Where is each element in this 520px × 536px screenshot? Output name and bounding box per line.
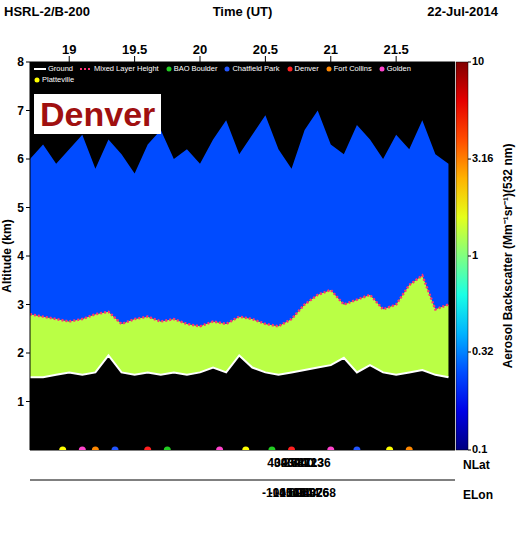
html-text:Platteville: Platteville <box>42 75 75 84</box>
html-text:22-Jul-2014: 22-Jul-2014 <box>427 4 498 19</box>
svg-text:5: 5 <box>17 201 24 215</box>
svg-text:7: 7 <box>17 104 24 118</box>
svg-text:ELon: ELon <box>463 488 493 502</box>
svg-text:21.5: 21.5 <box>383 42 408 57</box>
html-text:Denver: Denver <box>40 95 156 133</box>
svg-text:NLat: NLat <box>463 458 490 472</box>
html-text:Chatfield Park: Chatfield Park <box>232 64 280 73</box>
svg-text:6: 6 <box>17 152 24 166</box>
svg-text:0.32: 0.32 <box>472 345 493 357</box>
svg-text:Aerosol Backscatter (Mm⁻¹sr⁻¹): Aerosol Backscatter (Mm⁻¹sr⁻¹)(532 nm) <box>501 144 515 369</box>
svg-text:0.1: 0.1 <box>472 443 487 455</box>
svg-text:Altitude (km): Altitude (km) <box>0 219 14 292</box>
html-text:BAO Boulder: BAO Boulder <box>173 64 218 73</box>
html-text:Mixed Layer Height: Mixed Layer Height <box>94 64 159 73</box>
svg-text:1: 1 <box>472 249 478 261</box>
svg-text:3.16: 3.16 <box>472 152 493 164</box>
html-text:Golden: Golden <box>386 64 411 73</box>
html-text:Denver: Denver <box>294 64 319 73</box>
svg-text:3: 3 <box>17 298 24 312</box>
svg-text:1: 1 <box>17 395 24 409</box>
html-text:Fort Collins: Fort Collins <box>333 64 372 73</box>
svg-text:4: 4 <box>17 249 24 263</box>
svg-text:2: 2 <box>17 346 24 360</box>
svg-text:20.5: 20.5 <box>253 42 278 57</box>
svg-text:10: 10 <box>472 56 484 67</box>
svg-text:-104.68: -104.68 <box>295 486 336 500</box>
svg-text:20: 20 <box>193 42 207 57</box>
html-text:Ground: Ground <box>48 64 73 73</box>
svg-text:19.5: 19.5 <box>122 42 147 57</box>
svg-text:40.36: 40.36 <box>301 456 331 470</box>
svg-text:8: 8 <box>17 55 24 69</box>
html-text:Time (UT): Time (UT) <box>212 4 273 19</box>
svg-text:21: 21 <box>324 42 338 57</box>
svg-text:19: 19 <box>62 42 76 57</box>
html-text:HSRL-2/B-200: HSRL-2/B-200 <box>4 4 90 19</box>
